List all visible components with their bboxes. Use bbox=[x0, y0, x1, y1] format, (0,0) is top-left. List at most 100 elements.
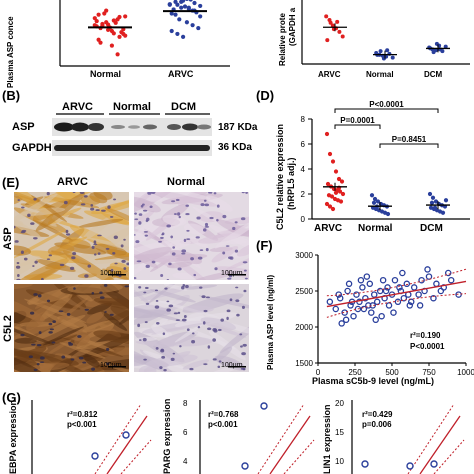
tissue-nucleus bbox=[149, 205, 153, 209]
panel-f-ylabel: Plasma ASP level (ng/ml) bbox=[266, 274, 275, 370]
tissue-nucleus bbox=[151, 192, 156, 195]
panel-f-point bbox=[372, 316, 379, 324]
tissue-nucleus bbox=[136, 260, 142, 263]
panel-d-point bbox=[324, 201, 330, 207]
panel-a-point bbox=[185, 0, 189, 2]
panel-a-point bbox=[192, 0, 197, 6]
tissue-nucleus bbox=[138, 286, 142, 289]
tissue-nucleus bbox=[123, 267, 127, 271]
tissue-nucleus bbox=[197, 256, 203, 260]
panel-a-point bbox=[182, 4, 188, 9]
panel-d-point bbox=[327, 151, 333, 157]
panel-f-point bbox=[369, 302, 377, 309]
panel-c-point bbox=[330, 23, 335, 28]
tissue-nucleus bbox=[48, 254, 52, 257]
tissue-nucleus bbox=[48, 322, 53, 326]
tissue-fiber bbox=[14, 341, 41, 370]
tissue-nucleus bbox=[16, 278, 21, 280]
panel-f-p: P<0.0001 bbox=[410, 342, 445, 351]
panel-f-ytick-label: 2000 bbox=[295, 323, 313, 332]
panel-f-point bbox=[394, 298, 402, 306]
tissue-nucleus bbox=[34, 260, 38, 264]
tissue-nucleus bbox=[171, 200, 176, 203]
tissue-fiber bbox=[57, 316, 88, 329]
tissue-nucleus bbox=[228, 256, 233, 260]
tissue-nucleus bbox=[137, 323, 141, 328]
panel-f-point bbox=[378, 312, 385, 320]
tissue-nucleus bbox=[112, 252, 116, 255]
panel-g-ci-lower bbox=[120, 439, 152, 474]
panel-a-point bbox=[173, 12, 178, 17]
tissue-nucleus bbox=[236, 313, 240, 317]
panel-d-point bbox=[325, 181, 331, 187]
tissue-nucleus bbox=[200, 203, 205, 207]
tissue-nucleus bbox=[195, 236, 200, 239]
panel-g3-ytick-1: 15 bbox=[335, 428, 344, 437]
tissue-nucleus bbox=[201, 295, 206, 299]
panel-g-charts bbox=[31, 400, 465, 474]
tissue-nucleus bbox=[185, 213, 190, 216]
tissue-fiber bbox=[224, 216, 249, 225]
tissue-fiber bbox=[42, 326, 84, 346]
panel-g-regression-line bbox=[106, 415, 148, 474]
panel-g-ci-upper bbox=[257, 403, 305, 474]
histo-asp-normal bbox=[134, 192, 249, 280]
tissue-nucleus bbox=[159, 366, 163, 370]
tissue-fiber bbox=[87, 302, 112, 315]
tissue-nucleus bbox=[204, 225, 210, 228]
tissue-nucleus bbox=[121, 259, 126, 263]
panel-g3-ytick-0: 20 bbox=[335, 399, 344, 408]
panel-d-bracket bbox=[334, 124, 381, 129]
panel-d-point bbox=[369, 193, 375, 198]
tissue-fiber bbox=[93, 297, 129, 311]
tissue-fiber bbox=[14, 324, 55, 345]
panel-g-regression-line bbox=[419, 415, 461, 474]
tissue-fiber bbox=[54, 297, 89, 325]
tissue-nucleus bbox=[203, 199, 207, 202]
panel-f-point bbox=[368, 309, 375, 316]
tissue-fiber bbox=[67, 284, 123, 294]
tissue-nucleus bbox=[23, 257, 28, 261]
tissue-fiber bbox=[134, 210, 155, 237]
tissue-nucleus bbox=[166, 300, 170, 303]
panel-f-point bbox=[345, 280, 353, 288]
tissue-nucleus bbox=[145, 302, 150, 305]
tissue-nucleus bbox=[142, 209, 148, 212]
tissue-nucleus bbox=[79, 192, 85, 194]
tissue-nucleus bbox=[172, 352, 176, 355]
tissue-nucleus bbox=[65, 233, 71, 236]
panel-g-point bbox=[406, 462, 414, 470]
tissue-fiber bbox=[216, 219, 249, 238]
panel-f-point bbox=[391, 276, 399, 284]
tissue-nucleus bbox=[186, 328, 190, 332]
blot-asp-bands bbox=[54, 122, 211, 132]
tissue-nucleus bbox=[168, 304, 174, 308]
panel-a-xlabel-normal: Normal bbox=[90, 69, 122, 79]
panel-a-point bbox=[115, 52, 120, 57]
tissue-nucleus bbox=[46, 258, 51, 261]
panel-a-point bbox=[177, 17, 182, 22]
tissue-nucleus bbox=[41, 277, 44, 280]
tissue-nucleus bbox=[183, 238, 187, 242]
tissue-nucleus bbox=[17, 199, 20, 201]
panel-g-letter: (G) bbox=[2, 390, 21, 405]
tissue-fiber bbox=[42, 192, 94, 203]
scalebar-4: 100μm bbox=[221, 362, 243, 369]
panel-g-ci-lower bbox=[433, 439, 465, 474]
tissue-nucleus bbox=[170, 235, 173, 239]
tissue-nucleus bbox=[173, 312, 178, 315]
panel-f-point bbox=[416, 302, 424, 309]
tissue-fiber bbox=[14, 266, 63, 280]
tissue-fiber bbox=[215, 266, 249, 280]
tissue-nucleus bbox=[36, 344, 42, 347]
tissue-nucleus bbox=[143, 291, 147, 294]
tissue-nucleus bbox=[48, 331, 53, 334]
tissue-fiber bbox=[181, 326, 236, 350]
tissue-nucleus bbox=[109, 313, 114, 316]
tissue-nucleus bbox=[90, 204, 94, 207]
tissue-nucleus bbox=[123, 238, 126, 241]
panel-d-point bbox=[427, 191, 433, 197]
tissue-nucleus bbox=[70, 358, 75, 361]
tissue-fiber bbox=[134, 239, 192, 255]
tissue-nucleus bbox=[171, 252, 176, 256]
